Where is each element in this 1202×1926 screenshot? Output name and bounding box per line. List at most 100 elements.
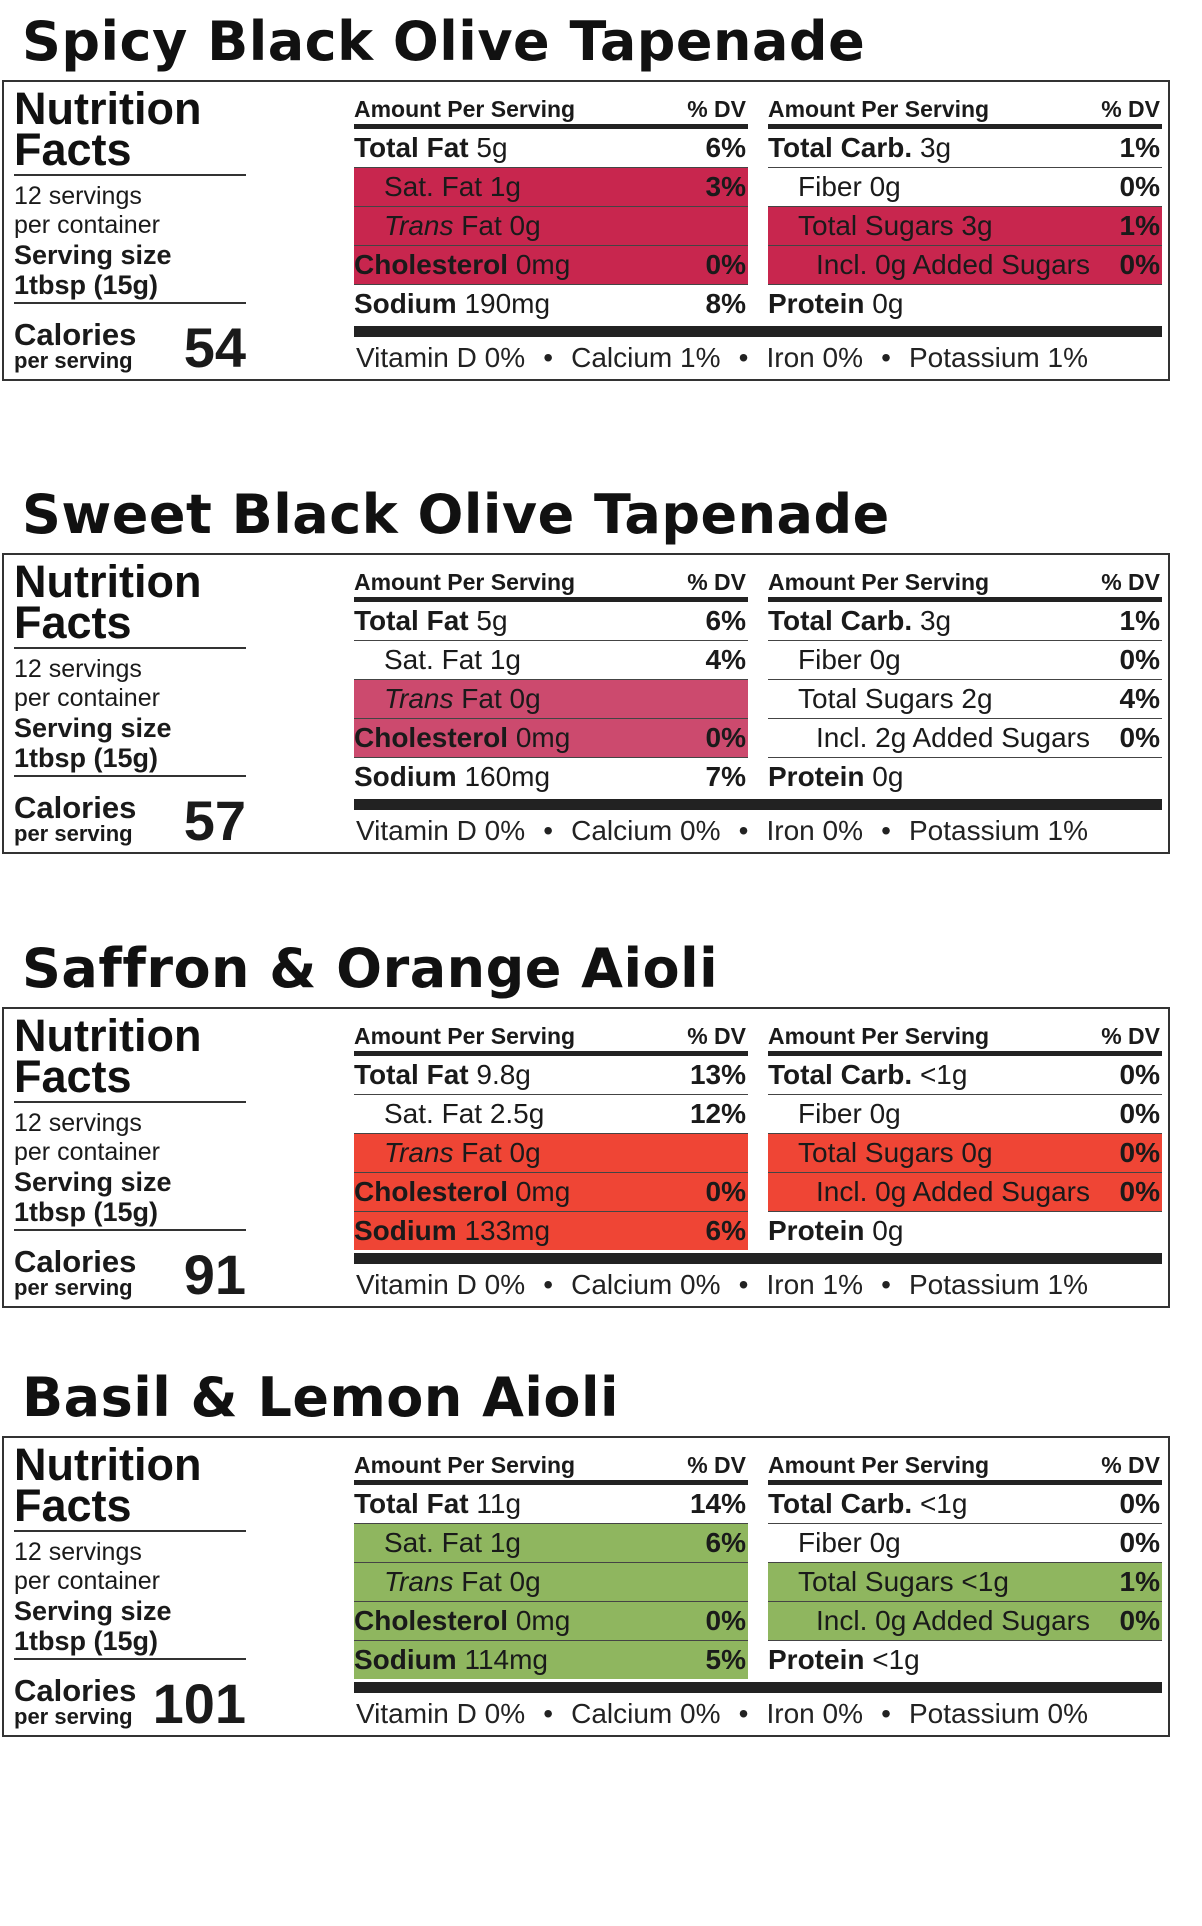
nutrient-label: Cholesterol 0mg (354, 249, 570, 280)
nutrition-facts-panel: Nutrition Facts 12 servings per container Se… (2, 553, 1170, 854)
nutrient-row: Total Carb. 3g 1% (768, 129, 1162, 168)
nutrient-label: Total Fat 5g (354, 132, 508, 163)
nutrient-row: Sodium 133mg 6% (354, 1212, 748, 1250)
nutrient-percent-dv: 0% (1119, 1098, 1160, 1129)
column-header: Amount Per Serving % DV (354, 1021, 748, 1056)
product-title: Basil & Lemon Aioli (22, 1366, 620, 1429)
per-serving-label: per serving (14, 1704, 133, 1729)
vitamin-item: Potassium 1% (909, 815, 1088, 846)
nutrient-amount: 0mg (515, 722, 571, 753)
per-serving-label: per serving (14, 1275, 133, 1300)
divider (14, 174, 246, 176)
daily-value-header: % DV (1101, 1023, 1160, 1049)
column-header: Amount Per Serving % DV (354, 567, 748, 602)
divider (14, 1658, 246, 1660)
daily-value-header: % DV (1101, 1452, 1160, 1478)
nutrient-name-suffix: Fat (453, 210, 502, 241)
vitamins-minerals-line: Vitamin D 0% • Calcium 0% • Iron 0% • Potassiu… (356, 1696, 1088, 1732)
nutrient-amount: 0g (869, 171, 901, 202)
nutrition-facts-heading-line2: Facts (14, 597, 132, 648)
nutrient-label: Protein 0g (768, 1215, 903, 1246)
nutrient-row: Trans Fat 0g (354, 680, 748, 719)
nutrient-percent-dv: 1% (1119, 1566, 1160, 1597)
nutrient-amount: 0mg (515, 1176, 571, 1207)
nutrient-label: Cholesterol 0mg (354, 1176, 570, 1207)
nutrient-label: Sodium 114mg (354, 1644, 548, 1675)
nutrient-row: Sodium 160mg 7% (354, 758, 748, 796)
nutrient-label: Total Fat 5g (354, 605, 508, 636)
nutrient-label: Fiber 0g (768, 1098, 901, 1129)
nutrient-row: Sodium 190mg 8% (354, 285, 748, 323)
nutrient-name: Trans (384, 683, 454, 714)
nutrient-name: Cholesterol (354, 722, 509, 753)
nutrient-name: Total Sugars (798, 683, 954, 714)
nutrition-facts-heading-line2: Facts (14, 124, 132, 175)
nutrient-row: Sodium 114mg 5% (354, 1641, 748, 1679)
nutrient-name: Trans (384, 1566, 454, 1597)
calories-block: Calories per serving 57 (14, 792, 246, 849)
nutrient-percent-dv: 4% (705, 644, 746, 675)
column-header: Amount Per Serving % DV (768, 94, 1162, 129)
nutrient-label: Trans Fat 0g (354, 1566, 541, 1597)
nutrient-row: Sat. Fat 1g 3% (354, 168, 748, 207)
calories-label: Calories (14, 317, 137, 352)
nutrient-label: Incl. 0g Added Sugars (768, 1605, 1090, 1636)
serving-size-value: 1tbsp (15g) (14, 1197, 159, 1227)
nutrition-facts-panel: Nutrition Facts 12 servings per container Se… (2, 1007, 1170, 1308)
nutrient-name: Protein (768, 288, 865, 319)
nutrient-amount: 114mg (464, 1644, 548, 1675)
nutrient-name: Total Fat (354, 1488, 469, 1519)
daily-value-header: % DV (687, 1452, 746, 1478)
serving-size-value: 1tbsp (15g) (14, 1626, 159, 1656)
nutrition-facts-heading-line1: Nutrition (14, 83, 202, 134)
nutrient-amount: 160mg (464, 761, 551, 792)
calories-label: Calories (14, 1244, 137, 1279)
vitamins-minerals-line: Vitamin D 0% • Calcium 0% • Iron 0% • Potassiu… (356, 813, 1088, 849)
nutrient-amount: <1g (919, 1488, 968, 1519)
nutrient-row: Total Sugars 0g 0% (768, 1134, 1162, 1173)
nutrient-name: Total Fat (354, 1059, 469, 1090)
nutrient-amount: 5g (476, 132, 508, 163)
nutrient-name: Incl. 2g Added Sugars (816, 722, 1090, 753)
vitamin-item: Calcium 0% (571, 815, 721, 846)
nutrient-row: Total Carb. <1g 0% (768, 1485, 1162, 1524)
nutrient-amount: 5g (476, 605, 508, 636)
nutrient-percent-dv: 6% (705, 1527, 746, 1558)
nutrient-percent-dv: 6% (705, 605, 746, 636)
nutrient-label: Incl. 0g Added Sugars (768, 249, 1090, 280)
nutrient-label: Fiber 0g (768, 171, 901, 202)
nutrient-name: Fiber (798, 1527, 862, 1558)
nutrition-facts-panel: Nutrition Facts 12 servings per container Se… (2, 80, 1170, 381)
nutrient-percent-dv: 1% (1119, 210, 1160, 241)
nutrient-row: Total Fat 11g 14% (354, 1485, 748, 1524)
nutrient-row: Fiber 0g 0% (768, 1524, 1162, 1563)
nutrient-percent-dv: 14% (689, 1488, 746, 1519)
separator-bullet: • (738, 1698, 749, 1729)
nutrient-label: Cholesterol 0mg (354, 722, 570, 753)
nutrient-amount: 0g (869, 1527, 901, 1558)
nutrient-label: Incl. 2g Added Sugars (768, 722, 1090, 753)
nutrient-amount: 0g (509, 683, 541, 714)
nutrient-row: Total Fat 5g 6% (354, 129, 748, 168)
nutrient-label: Sodium 160mg (354, 761, 550, 792)
nutrient-label: Fiber 0g (768, 644, 901, 675)
column-header: Amount Per Serving % DV (768, 1021, 1162, 1056)
nutrition-facts-panel: Nutrition Facts 12 servings per container Se… (2, 1436, 1170, 1737)
vitamin-item: Vitamin D 0% (356, 815, 526, 846)
nutrition-facts-heading-line1: Nutrition (14, 1010, 202, 1061)
amount-per-serving-header: Amount Per Serving (768, 96, 990, 122)
nutrient-name: Protein (768, 1215, 865, 1246)
nutrient-amount: 9.8g (476, 1059, 531, 1090)
nutrient-label: Total Carb. <1g (768, 1059, 967, 1090)
calories-label: Calories (14, 1673, 137, 1708)
nutrient-label: Total Sugars <1g (768, 1566, 1009, 1597)
product-title: Sweet Black Olive Tapenade (22, 483, 890, 546)
product-nutrition-section: Spicy Black Olive Tapenade Nutrition Facts… (0, 10, 1202, 390)
nutrient-row: Sat. Fat 2.5g 12% (354, 1095, 748, 1134)
nutrient-amount: 11g (476, 1488, 522, 1519)
nutrient-name: Total Fat (354, 132, 469, 163)
nutrient-percent-dv: 5% (705, 1644, 746, 1675)
nutrient-amount: 3g (961, 210, 993, 241)
nutrient-percent-dv: 4% (1119, 683, 1160, 714)
nutrient-label: Sat. Fat 1g (354, 171, 521, 202)
